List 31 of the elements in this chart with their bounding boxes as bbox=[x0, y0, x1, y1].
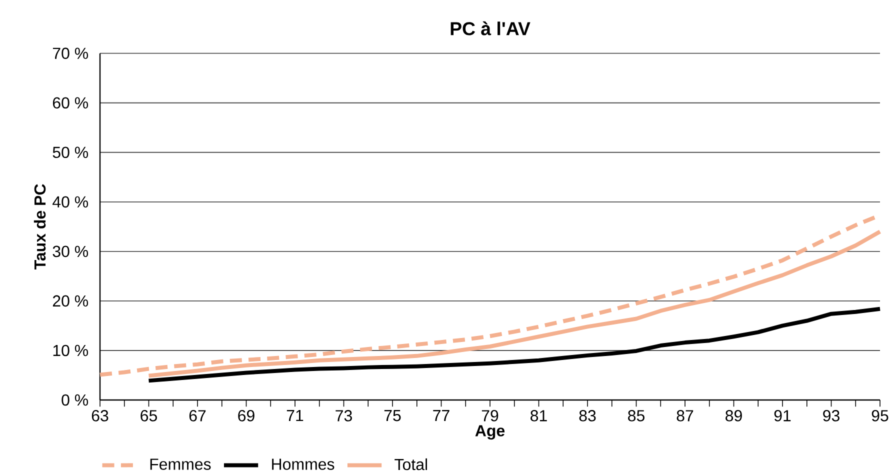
legend-label: Hommes bbox=[272, 458, 334, 470]
y-tick-label: 40 % bbox=[52, 196, 88, 208]
x-tick-label: 67 bbox=[189, 410, 206, 422]
x-tick-label: 93 bbox=[823, 410, 840, 422]
x-tick-label: 87 bbox=[676, 410, 694, 422]
x-tick-label: 73 bbox=[336, 410, 352, 422]
x-tick-label: 75 bbox=[384, 410, 401, 422]
x-tick-label: 91 bbox=[774, 410, 791, 422]
x-tick-label: 81 bbox=[530, 410, 547, 422]
x-axis-title: Age bbox=[475, 425, 505, 440]
x-tick-label: 65 bbox=[140, 410, 157, 422]
y-tick-label: 0 % bbox=[62, 394, 88, 406]
legend-label: Total bbox=[394, 458, 428, 470]
x-tick-label: 69 bbox=[238, 410, 254, 422]
x-tick-label: 85 bbox=[628, 410, 644, 422]
x-tick-label: 95 bbox=[872, 410, 888, 422]
x-tick-label: 83 bbox=[579, 410, 596, 422]
y-tick-label: 10 % bbox=[53, 344, 88, 356]
x-tick-label: 77 bbox=[433, 410, 450, 422]
legend-label: Femmes bbox=[150, 458, 211, 470]
x-tick-label: 79 bbox=[482, 410, 498, 422]
x-tick-label: 63 bbox=[92, 410, 108, 422]
chart-title: PC à l'AV bbox=[450, 21, 530, 36]
x-tick-label: 89 bbox=[726, 410, 742, 422]
y-axis-title: Taux de PC bbox=[34, 184, 46, 270]
y-tick-label: 60 % bbox=[52, 97, 88, 109]
y-tick-label: 20 % bbox=[52, 295, 88, 307]
y-tick-label: 30 % bbox=[52, 246, 88, 258]
y-tick-label: 70 % bbox=[52, 48, 88, 59]
x-tick-label: 71 bbox=[286, 410, 304, 422]
y-tick-label: 50 % bbox=[52, 146, 88, 158]
